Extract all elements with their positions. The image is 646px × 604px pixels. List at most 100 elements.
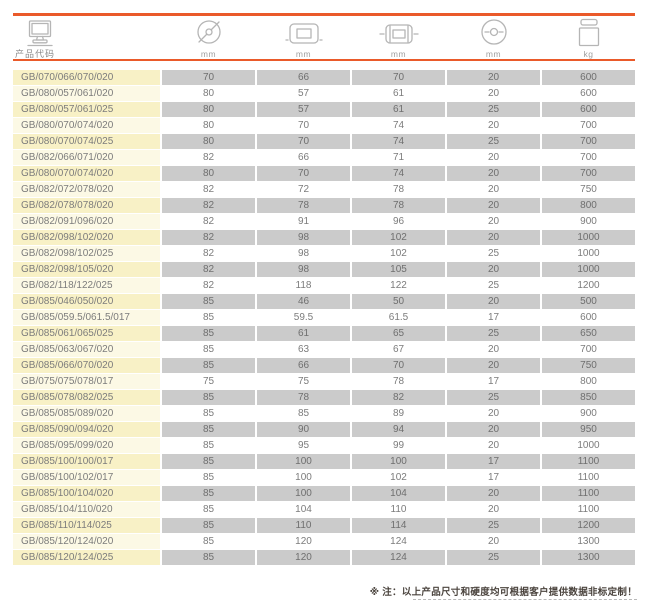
unit-label: kg — [583, 49, 594, 59]
value-cell: 85 — [162, 310, 255, 325]
table-row: GB/082/091/096/020 82 91 96 20 900 — [13, 214, 635, 229]
table-row: GB/082/118/122/025 82 118 122 25 1200 — [13, 278, 635, 293]
value-cell: 80 — [162, 134, 255, 149]
value-cell: 70 — [162, 70, 255, 85]
unit-label: mm — [295, 49, 312, 59]
value-cell: 20 — [447, 342, 540, 357]
value-cell: 85 — [162, 454, 255, 469]
product-code-cell: GB/085/120/124/025 — [13, 550, 160, 565]
product-code-cell: GB/085/066/070/020 — [13, 358, 160, 373]
value-cell: 700 — [542, 118, 635, 133]
value-cell: 900 — [542, 406, 635, 421]
value-cell: 600 — [542, 86, 635, 101]
value-cell: 1300 — [542, 534, 635, 549]
column-header-roller-face: mm — [257, 17, 350, 59]
value-cell: 20 — [447, 406, 540, 421]
value-cell: 85 — [162, 342, 255, 357]
value-cell: 700 — [542, 134, 635, 149]
value-cell: 85 — [162, 406, 255, 421]
product-code-cell: GB/085/100/104/020 — [13, 486, 160, 501]
value-cell: 78 — [257, 390, 350, 405]
value-cell: 70 — [257, 134, 350, 149]
value-cell: 20 — [447, 230, 540, 245]
table-row: GB/085/063/067/020 85 63 67 20 700 — [13, 342, 635, 357]
value-cell: 17 — [447, 454, 540, 469]
value-cell: 600 — [542, 102, 635, 117]
column-header-diameter: mm — [162, 17, 255, 59]
table-row: GB/080/070/074/020 80 70 74 20 700 — [13, 118, 635, 133]
value-cell: 89 — [352, 406, 445, 421]
product-code-cell: GB/082/066/071/020 — [13, 150, 160, 165]
product-code-cell: GB/070/066/070/020 — [13, 70, 160, 85]
unit-label: mm — [200, 49, 217, 59]
product-code-cell: GB/080/057/061/020 — [13, 86, 160, 101]
table-row: GB/085/078/082/025 85 78 82 25 850 — [13, 390, 635, 405]
value-cell: 100 — [257, 454, 350, 469]
product-code-cell: GB/085/063/067/020 — [13, 342, 160, 357]
column-header-bore: mm — [447, 17, 540, 59]
value-cell: 122 — [352, 278, 445, 293]
value-cell: 950 — [542, 422, 635, 437]
value-cell: 82 — [162, 262, 255, 277]
value-cell: 20 — [447, 150, 540, 165]
value-cell: 20 — [447, 294, 540, 309]
unit-label: mm — [390, 49, 407, 59]
product-code-cell: GB/082/072/078/020 — [13, 182, 160, 197]
value-cell: 120 — [257, 550, 350, 565]
value-cell: 750 — [542, 358, 635, 373]
value-cell: 20 — [447, 502, 540, 517]
value-cell: 82 — [162, 198, 255, 213]
value-cell: 85 — [162, 486, 255, 501]
bore-diameter-icon — [480, 19, 507, 45]
value-cell: 50 — [352, 294, 445, 309]
value-cell: 25 — [447, 390, 540, 405]
product-code-cell: GB/085/059.5/061.5/017 — [13, 310, 160, 325]
value-cell: 25 — [447, 246, 540, 261]
table-row: GB/082/098/102/025 82 98 102 25 1000 — [13, 246, 635, 261]
value-cell: 91 — [257, 214, 350, 229]
value-cell: 95 — [257, 438, 350, 453]
product-code-cell: GB/082/118/122/025 — [13, 278, 160, 293]
value-cell: 850 — [542, 390, 635, 405]
value-cell: 85 — [162, 326, 255, 341]
value-cell: 75 — [162, 374, 255, 389]
value-cell: 1100 — [542, 502, 635, 517]
value-cell: 59.5 — [257, 310, 350, 325]
value-cell: 82 — [162, 278, 255, 293]
value-cell: 85 — [162, 470, 255, 485]
table-row: GB/080/070/074/020 80 70 74 20 700 — [13, 166, 635, 181]
column-header-overall-width: mm — [352, 17, 445, 59]
value-cell: 80 — [162, 102, 255, 117]
value-cell: 80 — [162, 86, 255, 101]
product-code-cell: GB/080/070/074/020 — [13, 118, 160, 133]
value-cell: 63 — [257, 342, 350, 357]
value-cell: 85 — [162, 534, 255, 549]
value-cell: 99 — [352, 438, 445, 453]
roller-overall-width-icon — [378, 24, 419, 44]
value-cell: 1000 — [542, 438, 635, 453]
product-code-cell: GB/085/061/065/025 — [13, 326, 160, 341]
value-cell: 85 — [162, 294, 255, 309]
value-cell: 100 — [257, 470, 350, 485]
value-cell: 85 — [162, 518, 255, 533]
table-row: GB/085/100/100/017 85 100 100 17 1100 — [13, 454, 635, 469]
value-cell: 25 — [447, 550, 540, 565]
table-row: GB/085/100/104/020 85 100 104 20 1100 — [13, 486, 635, 501]
value-cell: 61 — [257, 326, 350, 341]
value-cell: 72 — [257, 182, 350, 197]
column-header-weight: kg — [542, 17, 635, 59]
value-cell: 25 — [447, 134, 540, 149]
value-cell: 82 — [162, 182, 255, 197]
value-cell: 110 — [257, 518, 350, 533]
product-code-cell: GB/082/078/078/020 — [13, 198, 160, 213]
value-cell: 104 — [352, 486, 445, 501]
value-cell: 80 — [162, 166, 255, 181]
product-code-cell: GB/082/091/096/020 — [13, 214, 160, 229]
value-cell: 98 — [257, 246, 350, 261]
table-row: GB/085/120/124/020 85 120 124 20 1300 — [13, 534, 635, 549]
table-row: GB/075/075/078/017 75 75 78 17 800 — [13, 374, 635, 389]
value-cell: 102 — [352, 246, 445, 261]
value-cell: 500 — [542, 294, 635, 309]
value-cell: 17 — [447, 310, 540, 325]
